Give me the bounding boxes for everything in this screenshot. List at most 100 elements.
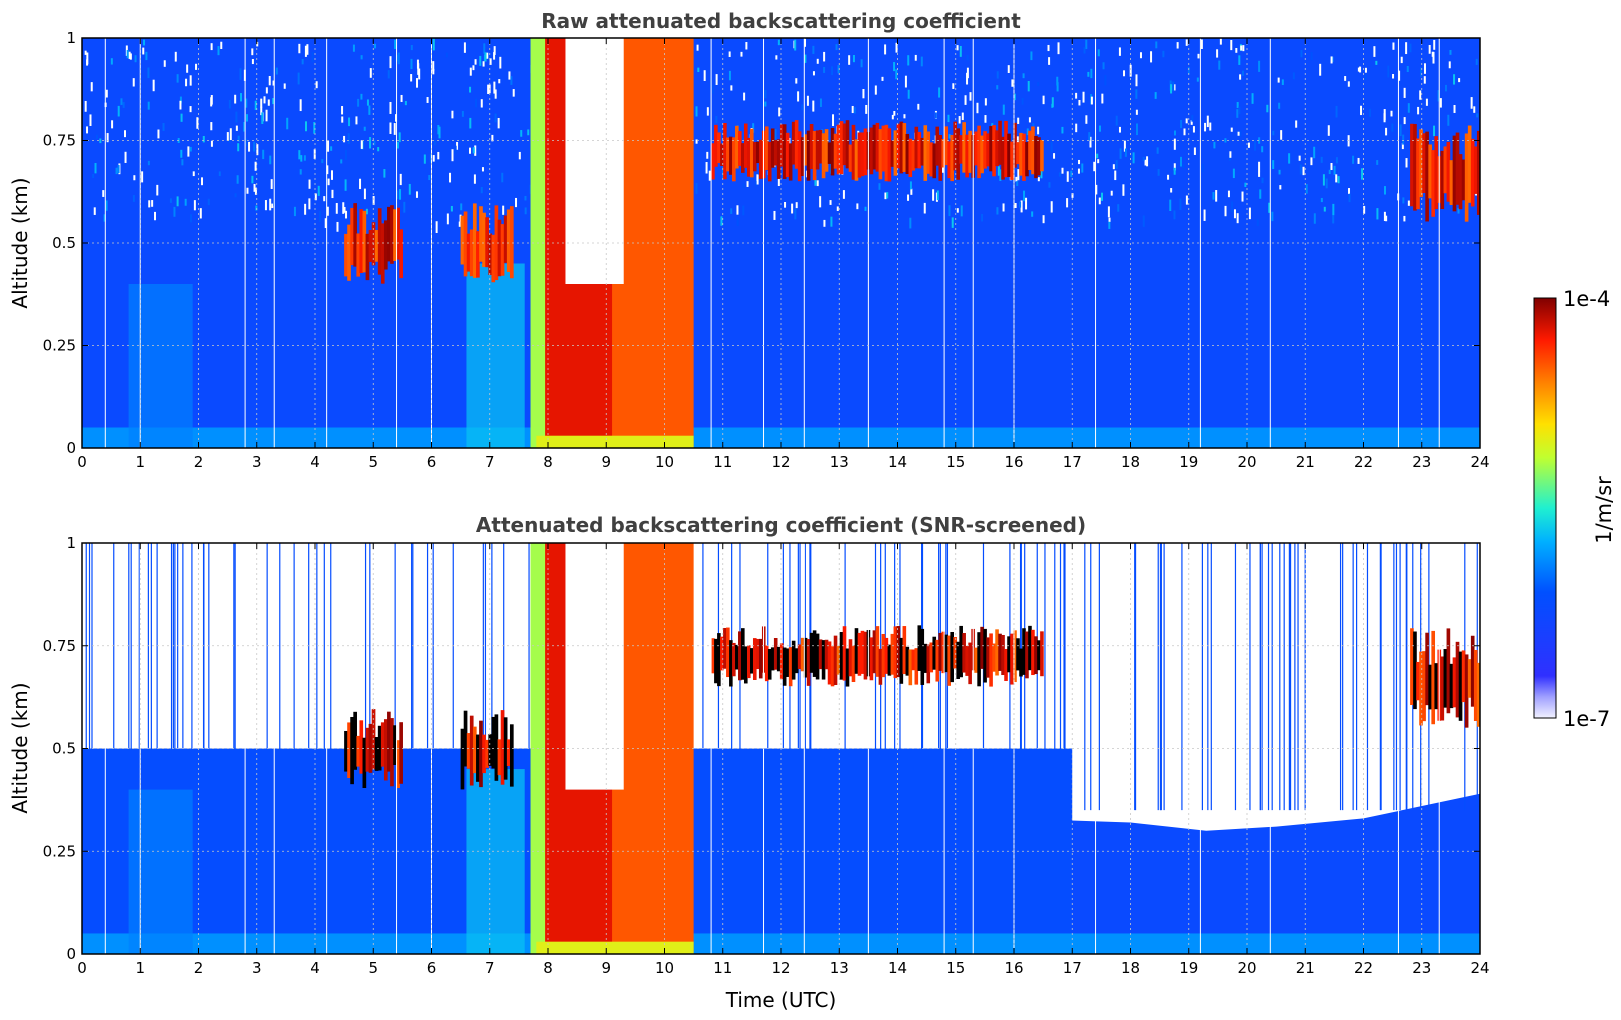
x-tick-label: 22 (1354, 959, 1373, 977)
heatmap-cloud-cell (842, 626, 847, 681)
heatmap-noise-cell (298, 150, 301, 160)
heatmap-cloud-cell (989, 633, 993, 687)
x-tick-label: 4 (310, 959, 320, 977)
heatmap-cloud-cell (863, 631, 868, 680)
heatmap-cloud-cell (860, 132, 865, 177)
heatmap-cloud-cell (1019, 132, 1023, 176)
heatmap-noise-cell (1082, 91, 1085, 103)
heatmap-noise-cell (1335, 105, 1338, 118)
heatmap-noise-cell (909, 217, 912, 229)
heatmap-cloud-cell (812, 130, 817, 181)
heatmap-noise-cell (752, 123, 755, 133)
heatmap-noise-cell (1107, 206, 1110, 218)
heatmap-noise-cell (268, 75, 271, 86)
heatmap-noise-cell (520, 130, 523, 137)
heatmap-cloud-cell (380, 223, 385, 284)
heatmap-cloud-cell (869, 127, 874, 175)
heatmap-noise-cell (1017, 117, 1020, 124)
heatmap-noise-cell (389, 101, 392, 114)
heatmap-noise-cell (396, 190, 399, 200)
heatmap-noise-cell (305, 121, 308, 132)
heatmap-cloud-cell (738, 131, 742, 166)
heatmap-noise-cell (469, 86, 472, 93)
heatmap-noise-cell (1239, 130, 1242, 137)
heatmap-cloud-cell (368, 229, 373, 262)
heatmap-noise-cell (961, 112, 964, 121)
heatmap-noise-cell (1364, 67, 1367, 73)
heatmap-cloud-cell (714, 638, 718, 684)
heatmap-noise-cell (324, 218, 327, 229)
heatmap-cloud-cell (770, 647, 775, 671)
heatmap-noise-cell (510, 76, 513, 85)
heatmap-noise-cell (1142, 156, 1145, 162)
heatmap-noise-cell (1085, 115, 1088, 124)
heatmap-cloud-cell (755, 638, 760, 670)
heatmap-noise-cell (1453, 74, 1456, 85)
heatmap-noise-cell (1139, 52, 1142, 59)
heatmap-noise-cell (1423, 63, 1426, 74)
heatmap-cloud-cell (387, 711, 391, 772)
heatmap-noise-cell (1251, 93, 1254, 104)
heatmap-noise-cell (326, 206, 329, 216)
heatmap-noise-cell (1053, 153, 1056, 159)
heatmap-noise-cell (1236, 109, 1239, 118)
heatmap-cloud-cell (469, 229, 474, 277)
heatmap-noise-cell (1363, 205, 1366, 214)
heatmap-noise-cell (740, 51, 743, 57)
x-tick-label: 23 (1412, 453, 1431, 471)
heatmap-noise-cell (1050, 141, 1053, 153)
heatmap-noise-cell (1122, 184, 1125, 196)
heatmap-noise-cell (472, 147, 475, 154)
heatmap-noise-cell (1156, 147, 1159, 154)
heatmap-noise-cell (705, 162, 708, 174)
heatmap-noise-cell (192, 171, 195, 177)
x-tick-label: 21 (1296, 959, 1315, 977)
heatmap-cloud-cell (1422, 133, 1426, 194)
heatmap-noise-cell (372, 196, 375, 205)
heatmap-noise-cell (884, 44, 887, 55)
heatmap-noise-cell (1104, 75, 1107, 86)
heatmap-noise-cell (210, 43, 213, 51)
heatmap-noise-cell (261, 112, 264, 124)
heatmap-noise-cell (410, 74, 413, 82)
heatmap-cloud-cell (959, 625, 963, 678)
heatmap-cloud-cell (1434, 663, 1439, 710)
heatmap-noise-cell (1070, 170, 1073, 177)
heatmap-noise-cell (176, 74, 179, 83)
heatmap-noise-cell (736, 217, 739, 226)
heatmap-cloud-cell (896, 626, 901, 678)
heatmap-cloud-cell (938, 135, 943, 181)
heatmap-noise-cell (134, 55, 137, 63)
heatmap-noise-cell (997, 166, 1000, 176)
heatmap-noise-cell (774, 129, 777, 140)
heatmap-noise-cell (311, 51, 314, 63)
heatmap-noise-cell (745, 42, 748, 50)
heatmap-noise-cell (1390, 110, 1393, 117)
ticks-top: 0 1 2 3 4 5 6 7 8 9 10 11 12 13 14 15 16 17 18 19 20 21 22 23 24… (43, 29, 1490, 471)
heatmap-cloud-cell (980, 626, 984, 669)
heatmap-cloud-cell (1422, 651, 1426, 722)
heatmap-noise-cell (1230, 127, 1233, 132)
heatmap-cloud-cell (806, 639, 811, 686)
heatmap-noise-cell (463, 42, 466, 53)
heatmap-noise-cell (181, 159, 184, 166)
heatmap-cloud-cell (463, 211, 468, 277)
heatmap-noise-cell (484, 52, 487, 62)
heatmap-noise-cell (1129, 64, 1132, 77)
heatmap-cloud-cell (1470, 635, 1475, 707)
heatmap-noise-cell (948, 134, 951, 139)
heatmap-cloud-cell (711, 143, 715, 180)
heatmap-noise-cell (1101, 93, 1104, 104)
heatmap-cloud-cell (1007, 636, 1011, 673)
heatmap-cloud-cell (986, 637, 990, 678)
heatmap-cloud-cell (959, 135, 963, 164)
heatmap-noise-cell (1212, 192, 1215, 200)
heatmap-noise-cell (363, 126, 366, 131)
heatmap-noise-cell (1433, 39, 1436, 50)
heatmap-noise-cell (86, 59, 89, 66)
heatmap-noise-cell (207, 198, 210, 206)
heatmap-cloud-cell (390, 718, 394, 787)
heatmap-noise-cell (246, 187, 249, 194)
heatmap-noise-cell (133, 175, 136, 181)
heatmap-cloud-cell (1446, 628, 1451, 714)
